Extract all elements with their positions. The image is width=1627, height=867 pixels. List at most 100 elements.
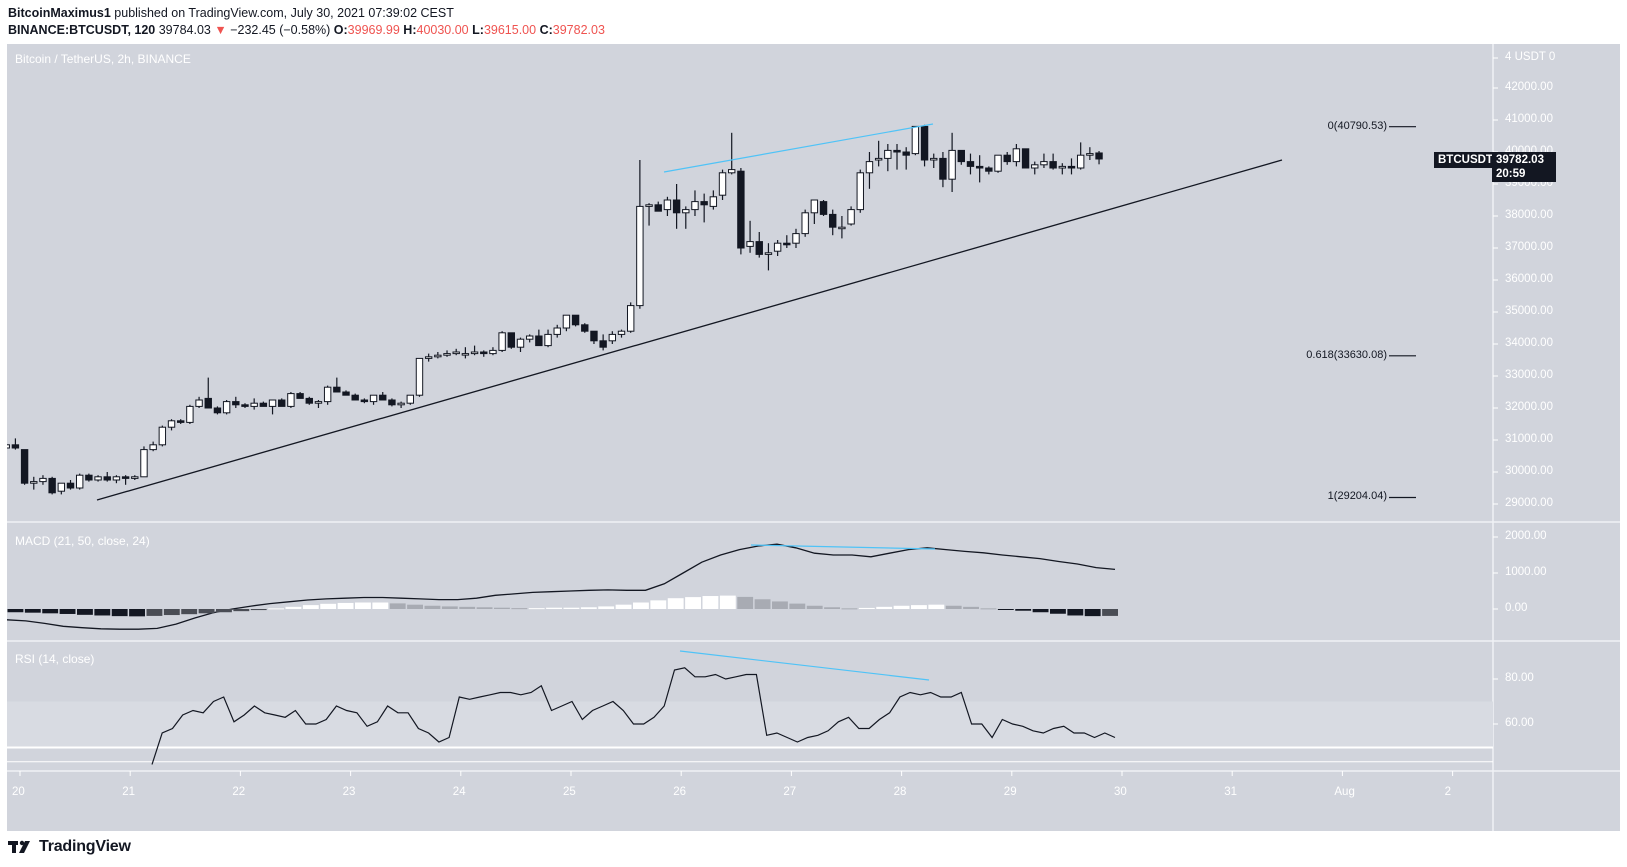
candle (544, 333, 552, 347)
candle (535, 335, 543, 347)
macd-histogram-bar (337, 602, 354, 609)
high-label: H: (403, 23, 417, 37)
candle (590, 330, 598, 342)
candle (1086, 153, 1094, 156)
candle (452, 351, 460, 355)
candle (994, 154, 1002, 172)
macd-histogram-bar (772, 601, 788, 609)
macd-histogram-bar (702, 596, 719, 609)
brand-name: TradingView (39, 838, 131, 855)
candle (48, 477, 56, 494)
ascending-trendline (96, 159, 1283, 501)
time-axis-label: 27 (783, 786, 797, 798)
candle (783, 242, 791, 246)
macd-histogram-bar (928, 604, 945, 609)
chart-area[interactable]: Bitcoin / TetherUS, 2h, BINANCE MACD (21… (7, 44, 1620, 831)
time-axis-label: 26 (673, 786, 686, 798)
candle (149, 444, 157, 451)
candle (131, 476, 139, 479)
candle (939, 157, 947, 180)
macd-histogram-bar (372, 602, 389, 609)
macd-histogram-bar (42, 609, 59, 614)
candle (259, 402, 268, 407)
candle (663, 199, 672, 211)
candle (480, 351, 488, 355)
macd-histogram-bar (476, 607, 493, 609)
candle (571, 314, 580, 326)
close-value: 39782.03 (552, 23, 605, 37)
candle (709, 196, 718, 207)
candle (893, 149, 901, 153)
candle (39, 477, 47, 483)
candle (342, 391, 350, 396)
macd-histogram-bar (59, 609, 76, 614)
candle (1076, 154, 1085, 169)
macd-histogram-bar (285, 606, 302, 609)
rsi-pane-title[interactable]: RSI (14, close) (15, 652, 95, 666)
bar-countdown: 20:59 (1496, 168, 1526, 180)
rsi-line (151, 667, 1116, 765)
candle (241, 404, 249, 407)
macd-pane-title[interactable]: MACD (21, 50, close, 24) (15, 534, 150, 548)
price-axis-tick: 38000.00 (1505, 209, 1553, 221)
time-axis-label: 2 (1444, 786, 1451, 798)
macd-histogram-bar (198, 609, 215, 614)
macd-histogram-bar (1067, 609, 1084, 616)
candle (1095, 152, 1103, 160)
macd-line (7, 543, 1116, 630)
fib-level-label: 0.618(33630.08) (1306, 348, 1387, 361)
macd-axis-tick: 2000.00 (1505, 530, 1547, 542)
candle (415, 357, 424, 396)
price-axis-tick: 31000.00 (1505, 433, 1553, 445)
macd-histogram-bar (563, 607, 580, 609)
candle (379, 394, 387, 401)
low-label: L: (472, 23, 484, 37)
candle (746, 241, 754, 247)
candle (966, 161, 975, 167)
candle (11, 444, 20, 449)
macd-histogram-bar (441, 606, 458, 609)
macd-histogram-bar (181, 609, 198, 615)
symbol-line: BINANCE:BTCUSDT, 120 39784.03 ▼ −232.45 … (8, 22, 605, 39)
rsi-band (7, 701, 1493, 747)
macd-histogram-bar (407, 604, 423, 609)
macd-histogram-bar (146, 609, 163, 616)
author-name[interactable]: BitcoinMaximus1 (8, 6, 111, 20)
candle (773, 242, 782, 252)
time-axis-label: 30 (1114, 786, 1127, 798)
candle (158, 426, 167, 446)
candle (250, 402, 258, 407)
candle (838, 226, 846, 230)
rsi-divergence-line (679, 650, 930, 681)
publish-info: published on TradingView.com, July 30, 2… (114, 6, 454, 20)
macd-histogram-bar (911, 605, 927, 609)
macd-histogram-bar (494, 607, 510, 609)
last-price-tag-value: 39782.03 (1496, 154, 1544, 166)
fib-level-label: 0(40790.53) (1327, 119, 1387, 132)
candle (213, 407, 222, 414)
candle (902, 151, 910, 156)
candle (801, 212, 809, 235)
candle (682, 209, 690, 214)
chart-canvas[interactable] (7, 44, 1620, 831)
candle (278, 399, 286, 407)
candle (728, 169, 736, 174)
candle (1021, 148, 1030, 169)
candle (424, 356, 433, 359)
price-axis-tick: 32000.00 (1505, 401, 1553, 413)
tradingview-logo[interactable]: TradingView (8, 838, 131, 856)
macd-histogram-bar (685, 597, 701, 609)
candle (975, 165, 984, 169)
candle (829, 213, 837, 228)
candle (626, 305, 635, 332)
macd-histogram-bar (580, 607, 597, 609)
fib-level-label: 1(29204.04) (1327, 490, 1387, 503)
candle (204, 397, 212, 409)
macd-histogram-bar (129, 609, 145, 617)
macd-histogram-bar (633, 602, 649, 609)
candle (388, 399, 396, 406)
last-price-tag: 39782.03 20:59 (1492, 152, 1556, 182)
price-axis-tick: 42000.00 (1505, 81, 1553, 93)
price-axis-tick: 37000.00 (1505, 241, 1553, 253)
candle (314, 401, 323, 404)
